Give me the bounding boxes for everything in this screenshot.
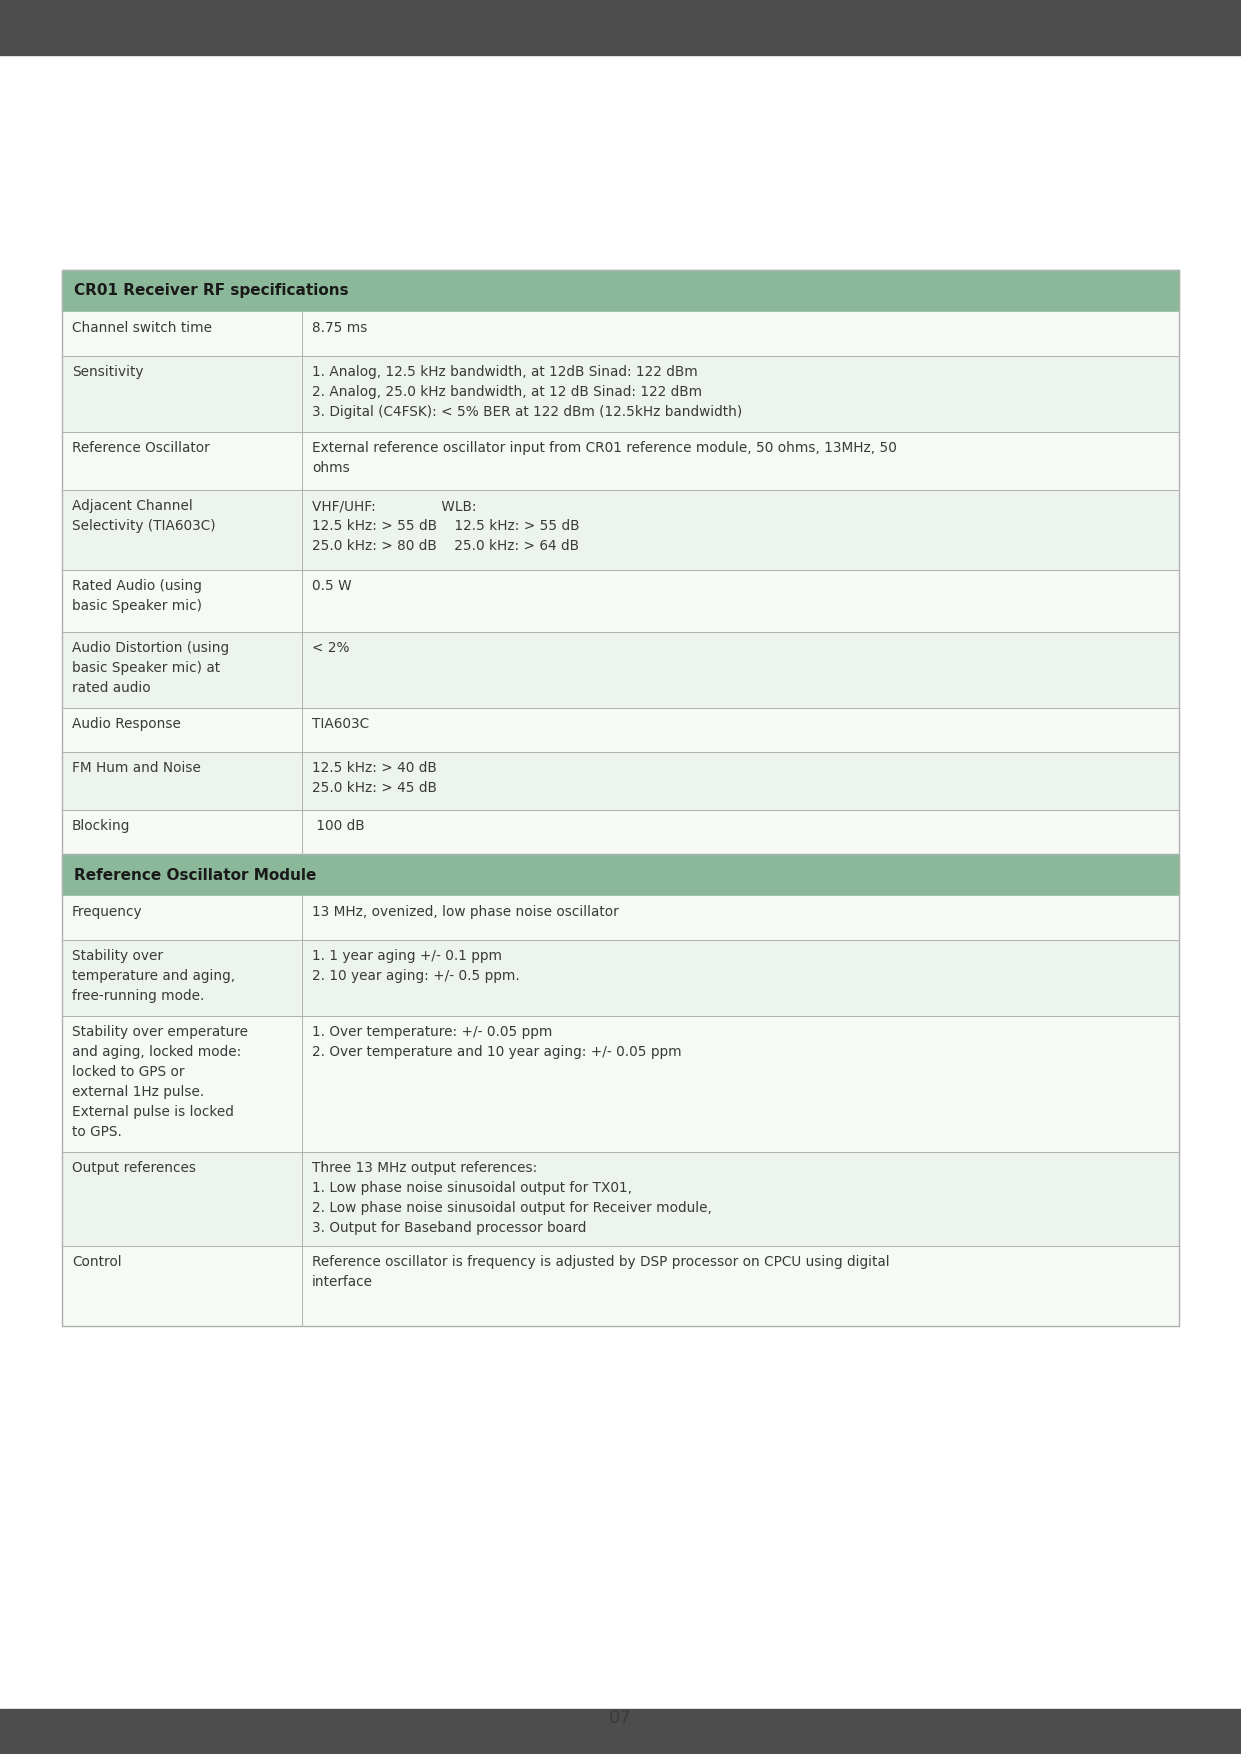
Text: Control: Control — [72, 1256, 122, 1268]
Text: 12.5 kHz: > 40 dB
25.0 kHz: > 45 dB: 12.5 kHz: > 40 dB 25.0 kHz: > 45 dB — [311, 761, 437, 795]
Bar — [62, 270, 1179, 312]
Text: Reference oscillator is frequency is adjusted by DSP processor on CPCU using dig: Reference oscillator is frequency is adj… — [311, 1256, 890, 1289]
Text: Adjacent Channel
Selectivity (TIA603C): Adjacent Channel Selectivity (TIA603C) — [72, 498, 216, 533]
Text: Three 13 MHz output references:
1. Low phase noise sinusoidal output for TX01,
2: Three 13 MHz output references: 1. Low p… — [311, 1161, 712, 1235]
Text: Rated Audio (using
basic Speaker mic): Rated Audio (using basic Speaker mic) — [72, 579, 202, 614]
Bar — [62, 752, 1179, 810]
Text: Blocking: Blocking — [72, 819, 130, 833]
Bar — [62, 940, 1179, 1016]
Bar — [62, 1152, 1179, 1245]
Bar — [62, 1245, 1179, 1326]
Text: Output references: Output references — [72, 1161, 196, 1175]
Text: VHF/UHF:               WLB:
12.5 kHz: > 55 dB    12.5 kHz: > 55 dB
25.0 kHz: > 8: VHF/UHF: WLB: 12.5 kHz: > 55 dB 12.5 kHz… — [311, 498, 580, 553]
Text: CR01 Receiver RF specifications: CR01 Receiver RF specifications — [74, 284, 349, 298]
Bar — [62, 896, 1179, 940]
Text: 1. Over temperature: +/- 0.05 ppm
2. Over temperature and 10 year aging: +/- 0.0: 1. Over temperature: +/- 0.05 ppm 2. Ove… — [311, 1024, 681, 1059]
Bar — [62, 356, 1179, 431]
Bar — [62, 312, 1179, 356]
Text: Stability over
temperature and aging,
free-running mode.: Stability over temperature and aging, fr… — [72, 949, 235, 1003]
Text: 0.5 W: 0.5 W — [311, 579, 351, 593]
Text: FM Hum and Noise: FM Hum and Noise — [72, 761, 201, 775]
Text: External reference oscillator input from CR01 reference module, 50 ohms, 13MHz, : External reference oscillator input from… — [311, 440, 897, 475]
Bar — [62, 570, 1179, 631]
Text: Reference Oscillator: Reference Oscillator — [72, 440, 210, 454]
Bar — [62, 1016, 1179, 1152]
Bar — [62, 489, 1179, 570]
Text: Sensitivity: Sensitivity — [72, 365, 144, 379]
Text: 100 dB: 100 dB — [311, 819, 365, 833]
Text: Audio Distortion (using
basic Speaker mic) at
rated audio: Audio Distortion (using basic Speaker mi… — [72, 640, 230, 695]
Text: < 2%: < 2% — [311, 640, 350, 654]
Text: Channel switch time: Channel switch time — [72, 321, 212, 335]
Text: Audio Response: Audio Response — [72, 717, 181, 731]
Text: 13 MHz, ovenized, low phase noise oscillator: 13 MHz, ovenized, low phase noise oscill… — [311, 905, 619, 919]
Text: 8.75 ms: 8.75 ms — [311, 321, 367, 335]
Text: TIA603C: TIA603C — [311, 717, 369, 731]
Bar — [62, 810, 1179, 854]
Text: Frequency: Frequency — [72, 905, 143, 919]
Bar — [62, 854, 1179, 896]
Text: 07: 07 — [609, 1708, 632, 1728]
Text: Reference Oscillator Module: Reference Oscillator Module — [74, 868, 316, 882]
Bar — [62, 631, 1179, 709]
Bar — [0, 1708, 1241, 1754]
Text: 1. Analog, 12.5 kHz bandwidth, at 12dB Sinad: 122 dBm
2. Analog, 25.0 kHz bandwi: 1. Analog, 12.5 kHz bandwidth, at 12dB S… — [311, 365, 742, 419]
Bar — [62, 270, 1179, 1326]
Bar — [62, 431, 1179, 489]
Bar — [62, 709, 1179, 752]
Text: Stability over emperature
and aging, locked mode:
locked to GPS or
external 1Hz : Stability over emperature and aging, loc… — [72, 1024, 248, 1140]
Text: 1. 1 year aging +/- 0.1 ppm
2. 10 year aging: +/- 0.5 ppm.: 1. 1 year aging +/- 0.1 ppm 2. 10 year a… — [311, 949, 520, 982]
Bar — [0, 0, 1241, 54]
